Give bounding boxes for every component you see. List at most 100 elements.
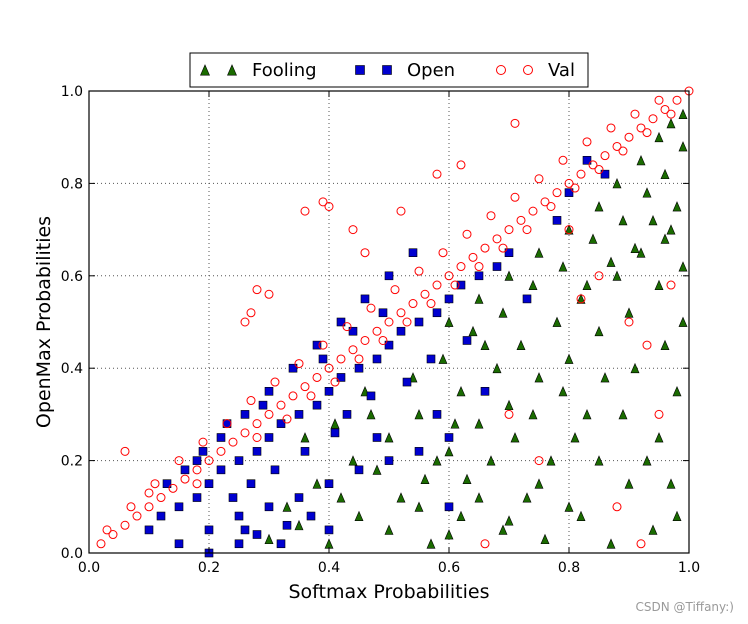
data-point: [456, 385, 466, 397]
legend-label: Open: [407, 60, 455, 81]
data-point: [270, 377, 280, 387]
data-point: [204, 525, 214, 535]
data-point: [426, 299, 436, 309]
data-point: [228, 493, 238, 502]
data-point: [594, 325, 604, 337]
data-point: [420, 473, 430, 484]
data-point: [594, 201, 604, 212]
data-point: [276, 419, 286, 428]
data-point: [294, 410, 304, 419]
data-point: [546, 202, 556, 211]
data-point: [294, 359, 304, 369]
data-point: [504, 225, 514, 235]
data-point: [312, 400, 322, 410]
data-point: [354, 510, 364, 521]
y-tick-label: 0.8: [61, 176, 83, 192]
data-point: [534, 372, 544, 383]
data-point: [564, 501, 574, 512]
data-point: [636, 539, 646, 549]
data-point: [606, 123, 616, 133]
data-point: [546, 455, 556, 466]
data-point: [294, 519, 304, 531]
data-point: [528, 206, 538, 216]
data-point: [372, 354, 382, 364]
data-point: [384, 524, 394, 535]
data-point: [282, 520, 292, 530]
data-point: [600, 151, 610, 161]
legend-item-fooling: Fooling: [200, 60, 317, 81]
data-point: [240, 525, 250, 535]
data-point: [174, 456, 184, 466]
data-point: [396, 326, 406, 336]
data-point: [384, 432, 394, 443]
data-point: [426, 538, 436, 549]
data-point: [462, 336, 472, 345]
data-point: [474, 293, 484, 304]
data-point: [666, 109, 676, 119]
data-point: [522, 492, 532, 503]
data-point: [540, 533, 550, 545]
data-point: [150, 479, 160, 489]
data-point: [630, 242, 640, 253]
data-point: [444, 502, 454, 512]
data-point: [642, 187, 652, 198]
data-point: [432, 169, 442, 179]
data-point: [474, 262, 484, 272]
data-point: [360, 335, 370, 345]
data-point: [414, 501, 424, 512]
data-point: [348, 345, 358, 355]
data-point: [414, 266, 424, 276]
data-point: [342, 410, 352, 419]
data-point: [372, 433, 382, 442]
data-point: [648, 114, 658, 124]
data-point: [612, 141, 622, 151]
data-point: [492, 362, 502, 374]
x-tick-label: 0.4: [318, 560, 340, 576]
data-point: [654, 95, 664, 105]
data-point: [564, 225, 574, 235]
data-point: [168, 483, 178, 493]
data-point: [582, 409, 592, 420]
data-point: [414, 317, 424, 327]
data-point: [552, 216, 562, 225]
data-point: [648, 215, 658, 226]
data-point: [528, 409, 538, 420]
data-point: [660, 104, 670, 114]
data-point: [396, 308, 406, 318]
data-point: [312, 478, 322, 489]
data-point: [354, 363, 364, 373]
data-point: [624, 307, 634, 318]
data-point: [174, 539, 184, 549]
data-point: [432, 455, 442, 466]
y-axis-label: OpenMax Probabilities: [33, 216, 55, 428]
data-point: [300, 432, 310, 443]
data-point: [510, 118, 520, 128]
data-point: [324, 363, 334, 373]
data-point: [336, 354, 346, 364]
data-point: [678, 261, 688, 272]
legend-item-val: Val: [496, 60, 575, 81]
data-point: [534, 456, 544, 466]
data-point: [522, 225, 532, 235]
data-point: [588, 233, 598, 244]
data-point: [564, 224, 574, 235]
x-tick-label: 0.2: [198, 560, 220, 576]
data-point: [498, 307, 508, 318]
data-point: [216, 465, 226, 475]
data-point: [288, 363, 298, 373]
data-point: [618, 215, 628, 226]
data-point: [252, 433, 262, 442]
series-open: [144, 156, 610, 558]
data-point: [612, 502, 622, 512]
data-point: [582, 156, 592, 165]
data-point: [108, 530, 118, 540]
x-axis-label: Softmax Probabilities: [289, 581, 490, 603]
data-point: [654, 131, 664, 143]
legend-marker: [355, 65, 365, 75]
data-point: [336, 492, 346, 503]
data-point: [600, 372, 610, 383]
data-point: [654, 279, 664, 290]
data-point: [342, 322, 352, 332]
data-point: [246, 308, 256, 318]
data-point: [312, 372, 322, 382]
